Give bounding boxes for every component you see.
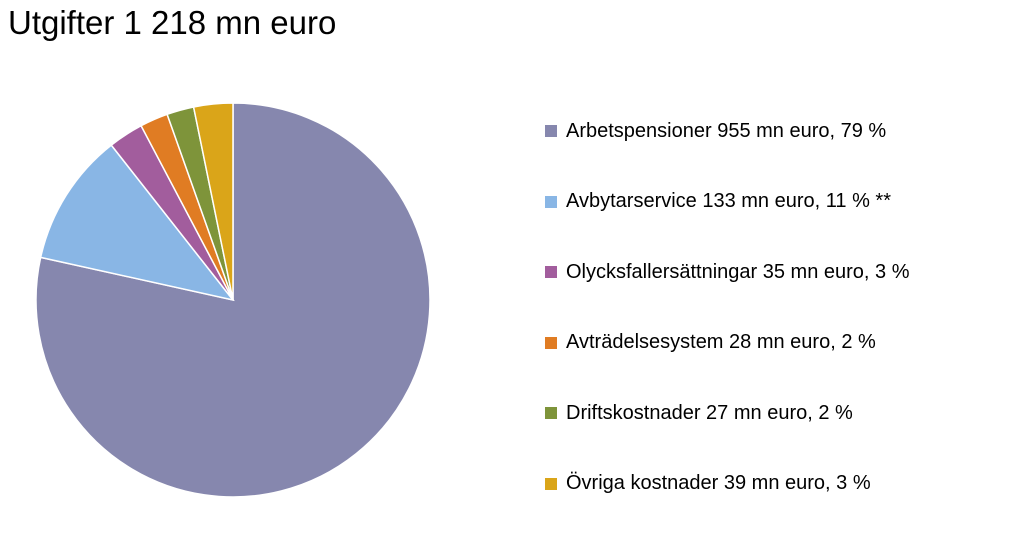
legend-swatch — [545, 407, 557, 419]
legend-item: Olycksfallersättningar 35 mn euro, 3 % — [545, 252, 1015, 292]
pie-slice-5 — [192, 102, 234, 301]
legend-label: Avträdelsesystem 28 mn euro, 2 % — [566, 331, 876, 353]
legend-item: Övriga kostnader 39 mn euro, 3 % — [545, 464, 1015, 504]
legend-swatch — [545, 336, 557, 349]
legend-swatch — [545, 266, 557, 278]
legend-swatch — [545, 195, 557, 208]
legend-label: Driftskostnader 27 mn euro, 2 % — [566, 401, 853, 424]
legend-swatch — [545, 125, 557, 137]
legend-item: Avbytarservice 133 mn euro, 11 % ** — [545, 182, 1015, 222]
legend-item: Arbetspensioner 955 mn euro, 79 % — [545, 111, 1015, 151]
legend-item: Avträdelsesystem 28 mn euro, 2 % — [545, 323, 1015, 363]
legend-label: Övriga kostnader 39 mn euro, 3 % — [566, 472, 871, 494]
legend-label: Avbytarservice 133 mn euro, 11 % ** — [566, 190, 891, 212]
chart-title: Utgifter 1 218 mn euro — [8, 4, 337, 41]
pie-slice-1 — [39, 144, 235, 302]
legend-label: Olycksfallersättningar 35 mn euro, 3 % — [566, 260, 910, 283]
legend-label: Arbetspensioner 955 mn euro, 79 % — [566, 119, 887, 142]
legend: Arbetspensioner 955 mn euro, 79 % Avbyta… — [545, 111, 1015, 534]
pie-chart — [35, 102, 431, 498]
legend-swatch — [545, 477, 557, 490]
legend-item: Driftskostnader 27 mn euro, 2 % — [545, 393, 1015, 433]
